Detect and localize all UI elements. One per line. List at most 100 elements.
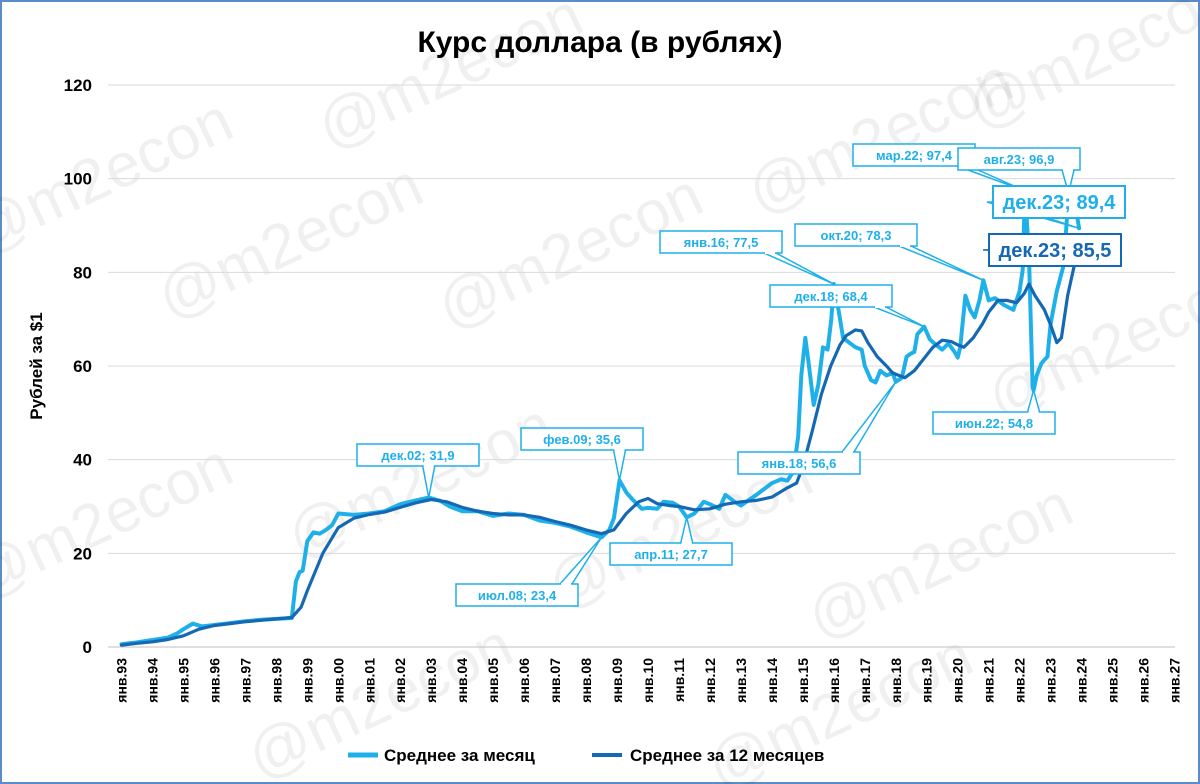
x-tick-label: янв.09	[609, 658, 625, 703]
annotation-callout: авг.23; 96,9	[957, 147, 1081, 197]
annotation-pointer	[873, 306, 925, 328]
annotation-callout: фев.09; 35,6	[520, 427, 644, 481]
annotation-box	[932, 411, 1056, 435]
annotation-callout: дек.23; 89,4	[986, 185, 1126, 230]
watermark-text: @m2econ	[957, 0, 1200, 143]
y-tick-label: 120	[64, 76, 92, 95]
annotation-box	[609, 542, 733, 566]
annotation-box	[520, 427, 644, 451]
watermark-text: @m2econ	[147, 150, 433, 332]
legend-label-monthly: Среднее за месяц	[384, 746, 535, 765]
x-tick-label: янв.17	[857, 658, 873, 703]
x-tick-label: янв.05	[485, 658, 501, 703]
x-tick-label: янв.12	[702, 658, 718, 703]
x-tick-label: янв.00	[330, 658, 346, 703]
annotation-label: апр.11; 27,7	[634, 547, 708, 562]
watermark-text: @m2econ	[0, 85, 243, 267]
annotation-box	[455, 583, 579, 607]
annotation-label: фев.09; 35,6	[543, 432, 621, 447]
x-tick-label: янв.14	[764, 658, 780, 703]
x-tick-label: янв.11	[671, 658, 687, 702]
annotation-callout: июн.22; 54,8	[932, 387, 1056, 435]
x-tick-label: янв.10	[640, 658, 656, 703]
x-tick-label: янв.20	[950, 658, 966, 703]
annotations: дек.02; 31,9 июл.08; 23,4 фев.09; 35,6 апр.…	[356, 143, 1126, 607]
annotation-pointer	[840, 381, 897, 453]
annotation-pointer	[612, 449, 627, 481]
annotation-label: мар.22; 97,4	[876, 148, 953, 163]
watermark-text: @m2econ	[307, 0, 593, 163]
annotation-box	[737, 451, 861, 475]
annotation-callout: мар.22; 97,4	[852, 143, 1026, 192]
x-tick-label: янв.02	[392, 658, 408, 703]
annotation-box	[957, 147, 1081, 171]
annotation-label: июн.22; 54,8	[955, 416, 1033, 431]
x-tick-label: янв.26	[1136, 658, 1152, 703]
x-tick-label: янв.07	[547, 658, 563, 703]
annotation-label: дек.18; 68,4	[794, 289, 868, 304]
watermark-text: @m2econ	[797, 470, 1083, 652]
x-tick-label: янв.96	[206, 658, 222, 703]
x-tick-label: янв.99	[299, 658, 315, 703]
annotation-box	[992, 185, 1126, 219]
x-tick-label: янв.21	[981, 658, 997, 703]
annotation-callout: дек.23; 85,5	[982, 233, 1122, 267]
annotation-label: дек.02; 31,9	[381, 448, 454, 463]
y-tick-label: 80	[73, 263, 92, 282]
y-tick-label: 20	[73, 544, 92, 563]
x-tick-label: янв.13	[733, 658, 749, 703]
x-tick-label: янв.08	[578, 658, 594, 703]
annotation-callout: окт.20; 78,3	[794, 223, 984, 281]
y-tick-label: 100	[64, 170, 92, 189]
annotation-callout: дек.18; 68,4	[769, 284, 925, 328]
x-tick-label: янв.19	[919, 658, 935, 703]
annotation-label: окт.20; 78,3	[821, 228, 892, 243]
x-tick-label: янв.01	[361, 658, 377, 703]
annotation-label: авг.23; 96,9	[984, 152, 1055, 167]
legend: Среднее за месяц Среднее за 12 месяцев	[348, 746, 824, 765]
x-tick-label: янв.24	[1074, 658, 1090, 703]
x-tick-label: янв.03	[423, 658, 439, 703]
annotation-box	[794, 223, 918, 247]
annotation-label: дек.23; 89,4	[1003, 192, 1117, 214]
watermark-text: @m2econ	[277, 390, 563, 572]
x-tick-label: янв.15	[795, 658, 811, 703]
annotation-box	[988, 233, 1122, 267]
x-tick-label: янв.93	[114, 658, 130, 703]
annotation-label: янв.18; 56,6	[762, 456, 837, 471]
x-tick-label: янв.06	[516, 658, 532, 703]
annotation-label: июл.08; 23,4	[478, 588, 557, 603]
chart-title: Курс доллара (в рублях)	[417, 26, 782, 59]
x-tick-label: янв.27	[1166, 658, 1182, 703]
x-tick-label: янв.04	[454, 658, 470, 703]
annotation-box	[659, 230, 783, 254]
series-line-annual	[119, 245, 1081, 647]
x-tick-labels: янв.93 янв.94 янв.95 янв.96 янв.97 янв.98 янв.…	[114, 658, 1200, 703]
annotation-box	[769, 284, 893, 308]
annotation-callout: янв.18; 56,6	[737, 381, 897, 475]
x-tick-label: янв.23	[1043, 658, 1059, 703]
x-tick-label: янв.28	[1197, 658, 1200, 703]
x-tick-label: янв.97	[237, 658, 253, 703]
y-tick-label: 60	[73, 357, 92, 376]
annotation-callout: июл.08; 23,4	[455, 536, 603, 607]
annotation-pointer	[898, 245, 984, 281]
x-tick-label: янв.98	[268, 658, 284, 703]
legend-label-annual: Среднее за 12 месяцев	[630, 746, 824, 765]
series-lines	[119, 188, 1082, 647]
x-tick-label: янв.25	[1105, 658, 1121, 703]
x-tick-label: янв.22	[1012, 658, 1028, 703]
y-tick-label: 0	[83, 638, 92, 657]
annotation-pointer	[763, 252, 835, 285]
x-tick-label: янв.95	[175, 658, 191, 703]
x-tick-label: янв.18	[888, 658, 904, 703]
watermark-text: @m2econ	[977, 250, 1200, 432]
y-tick-label: 40	[73, 451, 92, 470]
annotation-callout: янв.16; 77,5	[659, 230, 835, 285]
annotation-label: дек.23; 85,5	[999, 240, 1112, 262]
x-tick-label: янв.94	[144, 658, 160, 703]
series-line-monthly	[119, 188, 1082, 647]
annotation-callout: дек.02; 31,9	[356, 443, 480, 498]
